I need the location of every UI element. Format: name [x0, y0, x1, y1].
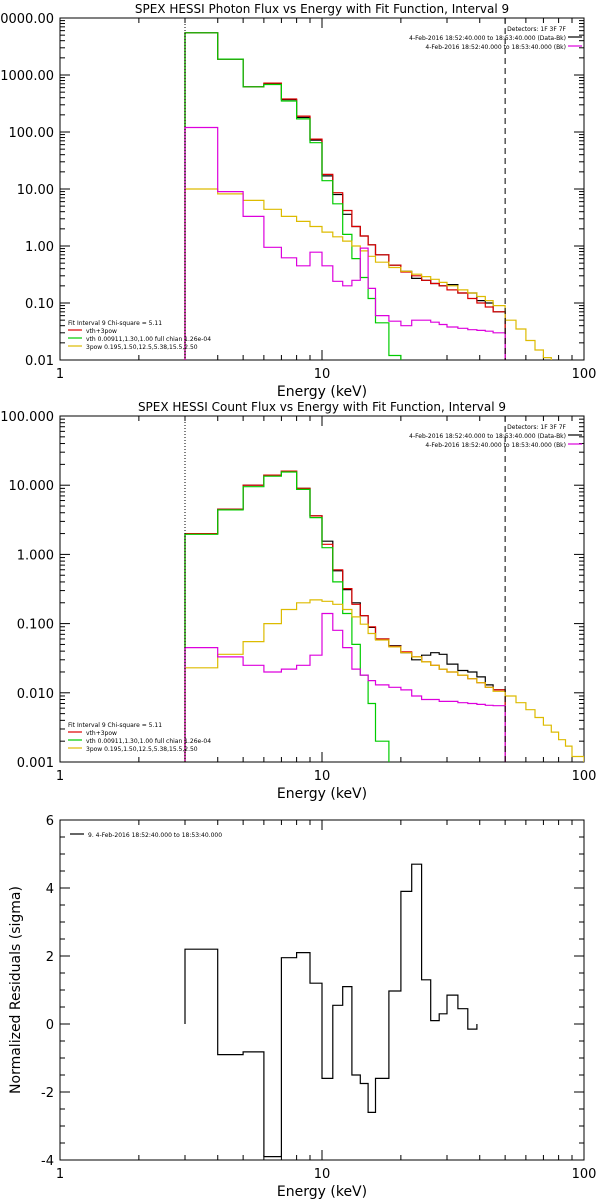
x-tick-label: 100 — [572, 769, 597, 784]
series-line — [184, 32, 506, 360]
y-tick-label: 1.00 — [25, 240, 54, 255]
legend-entry: 4-Feb-2016 18:52:40.000 to 18:53:40.000 … — [425, 442, 566, 449]
legend-entry: Fit Interval 9 Chi-square = 5.11 — [68, 722, 162, 729]
chart-panel-3: 1 10 100 Energy (keV) -4 -2 0 2 4 6 Normalized Res… — [8, 814, 596, 1200]
chart-panel-1: SPEX HESSI Photon Flux vs Energy with Fi… — [0, 2, 596, 400]
legend-entry: Fit Interval 9 Chi-square = 5.11 — [68, 320, 162, 327]
y-tick-label: 2 — [46, 950, 54, 965]
legend-entry: Detectors: 1F 3F 7F — [507, 424, 566, 431]
y-tick-label: 6 — [46, 814, 54, 829]
legend-entry: vth+3pow — [86, 730, 117, 737]
series-line — [184, 863, 478, 1158]
y-tick-label: 1000.00 — [0, 69, 54, 84]
series-line — [184, 126, 506, 360]
series-line — [184, 32, 506, 360]
y-tick-label: 1.000 — [17, 548, 54, 563]
series-line — [184, 470, 506, 762]
x-axis-label: Energy (keV) — [277, 384, 367, 400]
x-tick-label: 1 — [56, 769, 64, 784]
x-tick-label: 1 — [56, 367, 64, 382]
x-tick-label: 10 — [314, 1167, 331, 1182]
y-tick-label: -2 — [41, 1086, 54, 1101]
x-axis-label: Energy (keV) — [277, 1184, 367, 1200]
y-tick-label: 100.000 — [0, 410, 54, 425]
plot-area — [184, 32, 552, 360]
legend-entry: vth+3pow — [86, 328, 117, 335]
chart-title: SPEX HESSI Photon Flux vs Energy with Fi… — [135, 2, 509, 16]
y-tick-label: 0.010 — [17, 687, 54, 702]
y-tick-label: 4 — [46, 882, 54, 897]
legend-entry: 4-Feb-2016 18:52:40.000 to 18:53:40.000 … — [425, 44, 566, 51]
legend-entry: 4-Feb-2016 18:52:40.000 to 18:53:40.000 … — [409, 433, 566, 440]
x-tick-label: 100 — [572, 367, 597, 382]
x-tick-label: 10 — [314, 367, 331, 382]
y-tick-label: 10.000 — [9, 479, 55, 494]
y-tick-label: 0 — [46, 1018, 54, 1033]
legend-entry: 4-Feb-2016 18:52:40.000 to 18:53:40.000 … — [409, 35, 566, 42]
plot-area — [184, 470, 584, 762]
legend-entry: vth 0.00911,1.30,1.00 full chian 1.26e-0… — [86, 336, 211, 343]
y-tick-label: 0.01 — [25, 354, 54, 369]
x-tick-label: 1 — [56, 1167, 64, 1182]
series-line — [184, 599, 584, 762]
series-line — [184, 470, 506, 762]
y-tick-label: 0.100 — [17, 618, 54, 633]
series-line — [184, 612, 506, 762]
x-tick-label: 10 — [314, 769, 331, 784]
y-tick-label: 100.00 — [9, 126, 55, 141]
chart-panel-2: SPEX HESSI Count Flux vs Energy with Fit… — [0, 400, 596, 802]
y-tick-label: 0.001 — [17, 756, 54, 771]
legend-entry: vth 0.00911,1.30,1.00 full chian 1.26e-0… — [86, 738, 211, 745]
y-axis-label: Normalized Residuals (sigma) — [8, 886, 24, 1094]
series-line — [184, 471, 390, 762]
legend-entry: 3pow 0.195,1.50,12.5,5.38,15.5,2.50 — [86, 344, 198, 351]
legend-entry: 9. 4-Feb-2016 18:52:40.000 to 18:53:40.0… — [88, 832, 222, 839]
y-tick-label: -4 — [41, 1154, 54, 1169]
legend-entry: Detectors: 1F 3F 7F — [507, 26, 566, 33]
chart-title: SPEX HESSI Count Flux vs Energy with Fit… — [138, 400, 506, 414]
x-axis-label: Energy (keV) — [277, 786, 367, 802]
x-tick-label: 100 — [572, 1167, 597, 1182]
legend-entry: 3pow 0.195,1.50,12.5,5.38,15.5,2.50 — [86, 746, 198, 753]
y-tick-label: 0.10 — [25, 297, 54, 312]
plot-area — [184, 863, 478, 1158]
y-tick-label: 10.00 — [17, 183, 54, 198]
series-line — [184, 32, 402, 360]
y-tick-label: 10000.00 — [0, 12, 54, 27]
